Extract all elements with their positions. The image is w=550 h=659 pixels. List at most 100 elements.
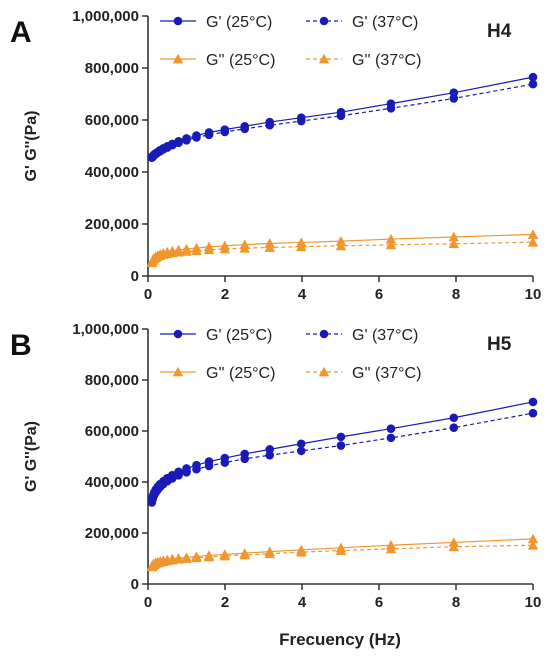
data-point xyxy=(219,243,231,254)
data-point xyxy=(174,471,183,480)
data-point xyxy=(386,433,396,443)
legend-label: G'' (25°C) xyxy=(206,52,275,69)
x-tick-label: 10 xyxy=(525,286,542,303)
data-point xyxy=(527,540,539,550)
y-tick-label: 400,000 xyxy=(85,164,139,181)
data-point xyxy=(385,543,397,554)
x-axis-label: Frecuency (Hz) xyxy=(279,630,401,649)
data-point xyxy=(528,72,538,82)
data-point xyxy=(449,413,459,423)
legend-label: G' (25°C) xyxy=(206,14,272,31)
y-axis-label: G' G''(Pa) xyxy=(23,111,40,182)
data-point xyxy=(191,552,202,563)
data-point xyxy=(182,135,191,145)
data-point xyxy=(191,245,202,255)
panel-label: B xyxy=(10,329,32,362)
data-point xyxy=(448,541,460,552)
x-tick-label: 8 xyxy=(452,286,460,303)
data-point xyxy=(319,329,329,339)
data-point xyxy=(527,237,539,247)
data-point xyxy=(265,120,275,130)
data-point xyxy=(172,53,184,64)
data-point xyxy=(173,554,184,564)
x-tick-label: 6 xyxy=(375,594,383,611)
data-point xyxy=(296,446,306,456)
data-point xyxy=(528,79,538,89)
data-point xyxy=(173,16,183,26)
y-tick-label: 1,000,000 xyxy=(72,321,139,338)
data-point xyxy=(192,133,201,142)
data-point xyxy=(335,240,347,251)
y-tick-label: 600,000 xyxy=(85,112,139,129)
data-point xyxy=(173,329,183,339)
data-point xyxy=(172,366,184,377)
data-point xyxy=(239,549,250,560)
series-line xyxy=(151,412,534,503)
data-point xyxy=(181,553,192,563)
data-point xyxy=(385,233,397,244)
y-tick-label: 200,000 xyxy=(85,525,139,542)
data-point xyxy=(265,450,275,460)
x-tick-label: 2 xyxy=(221,286,229,303)
y-axis-label: G' G''(Pa) xyxy=(23,421,40,492)
data-point xyxy=(173,246,184,257)
data-point xyxy=(318,53,330,64)
x-tick-label: 0 xyxy=(144,594,152,611)
data-point xyxy=(203,551,215,562)
legend-label: G'' (37°C) xyxy=(352,52,421,69)
y-tick-label: 800,000 xyxy=(85,372,139,389)
data-point xyxy=(220,458,230,467)
data-point xyxy=(319,16,329,26)
data-point xyxy=(240,124,250,134)
data-point xyxy=(204,130,214,140)
y-tick-label: 1,000,000 xyxy=(72,8,139,25)
x-tick-label: 0 xyxy=(144,286,152,303)
series-line xyxy=(151,83,534,159)
data-point xyxy=(296,241,307,252)
x-tick-label: 4 xyxy=(298,286,307,303)
legend-label: G' (37°C) xyxy=(352,14,418,31)
x-tick-label: 10 xyxy=(525,594,542,611)
data-point xyxy=(528,397,538,407)
data-point xyxy=(527,533,539,544)
data-point xyxy=(264,548,275,559)
legend-label: G' (37°C) xyxy=(352,327,418,344)
data-point xyxy=(386,424,396,434)
data-point xyxy=(385,239,397,250)
data-point xyxy=(527,229,539,239)
legend-label: G'' (25°C) xyxy=(206,365,275,382)
x-tick-label: 6 xyxy=(375,286,383,303)
data-point xyxy=(174,138,183,148)
y-tick-label: 600,000 xyxy=(85,423,139,440)
x-tick-label: 8 xyxy=(452,594,460,611)
data-point xyxy=(448,231,460,242)
data-point xyxy=(336,432,346,442)
data-point xyxy=(192,464,201,474)
chart-panel-h4: 0 200,000 400,000 600,000 800,000 1,000,000 0 2… xyxy=(10,8,541,303)
legend-label: G' (25°C) xyxy=(206,327,272,344)
chart-title: H5 xyxy=(487,334,512,355)
data-point xyxy=(240,454,250,464)
panel-label: A xyxy=(10,16,32,49)
data-point xyxy=(449,94,459,103)
y-tick-label: 200,000 xyxy=(85,216,139,233)
data-point xyxy=(264,242,275,252)
data-point xyxy=(220,127,230,137)
data-point xyxy=(182,468,191,477)
y-tick-label: 800,000 xyxy=(85,60,139,77)
data-point xyxy=(386,104,396,113)
data-point xyxy=(335,545,347,556)
y-tick-label: 0 xyxy=(131,268,139,285)
data-point xyxy=(181,246,192,256)
series-line xyxy=(151,401,534,501)
data-point xyxy=(448,238,460,249)
data-point xyxy=(219,550,231,561)
data-point xyxy=(204,461,214,471)
x-tick-label: 4 xyxy=(298,594,307,611)
data-point xyxy=(296,116,306,126)
legend-label: G'' (37°C) xyxy=(352,365,421,382)
y-tick-label: 400,000 xyxy=(85,474,139,491)
x-tick-label: 2 xyxy=(221,594,229,611)
data-point xyxy=(318,366,330,377)
